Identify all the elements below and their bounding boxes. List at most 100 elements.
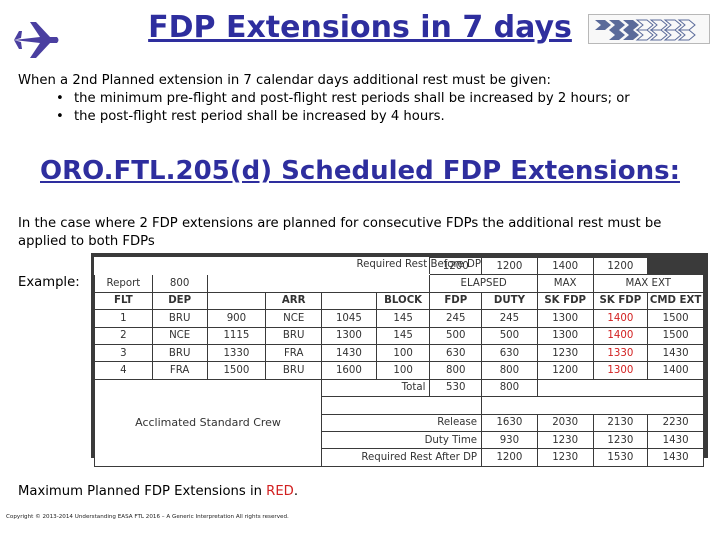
table-cell: 900 [206, 309, 267, 328]
table-cell: 1230 [536, 343, 594, 363]
table-cell: 1300 [536, 326, 594, 345]
table-cell: 1 [94, 309, 153, 328]
table-cell-extension: 1400 [592, 309, 649, 328]
table-cell: 1430 [321, 343, 377, 363]
table-header-row: FLT DEP ARR BLOCK FDP DUTY SK FDP SK FDP… [94, 291, 704, 311]
table-cell: 800 [481, 378, 538, 398]
table-cell: 1115 [206, 326, 267, 345]
table-cell: Duty Time [321, 430, 483, 450]
section-heading: ORO.FTL.205(d) Scheduled FDP Extensions: [40, 156, 680, 186]
example-label: Example: [18, 275, 80, 290]
table-row: Acclimated Standard Crew Total 530 800 [93, 378, 705, 467]
table-row: Duty Time 930 1230 1230 1430 [95, 430, 704, 450]
table-cell: 1230 [536, 430, 594, 450]
table-cell: 1230 [592, 430, 649, 450]
table-cell: 2 [94, 326, 153, 345]
table-cell: 1430 [647, 430, 704, 450]
table-cell: FRA [265, 343, 323, 363]
table-cell: MAX [536, 274, 594, 293]
table-cell: 2030 [536, 413, 594, 432]
table-cell: 630 [429, 343, 483, 363]
footer-note-text: Maximum Planned FDP Extensions in [18, 484, 267, 499]
table-cell: 1045 [321, 309, 377, 328]
bullet-item: the post-flight rest period shall be inc… [74, 108, 708, 126]
table-cell-extension: 1300 [592, 361, 649, 380]
table-cell: 100 [375, 343, 431, 363]
column-header: BLOCK [375, 291, 431, 311]
page-title: FDP Extensions in 7 days [148, 10, 572, 45]
copyright-text: Copyright © 2013-2014 Understanding EASA… [6, 514, 289, 520]
table-row: 1 BRU 900 NCE 1045 145 245 245 1300 1400… [94, 309, 704, 328]
table-cell: NCE [265, 309, 323, 328]
column-header: DUTY [481, 291, 538, 311]
intro-bullets: the minimum pre-flight and post-flight r… [18, 90, 708, 126]
table-cell: Total [321, 378, 431, 398]
table-cell: Report [94, 274, 153, 293]
table-cell: 1500 [206, 361, 267, 380]
table-cell: BRU [265, 326, 323, 345]
table-cell: 1430 [647, 448, 704, 467]
table-cell: 1230 [536, 448, 594, 467]
table-cell: Release [321, 413, 483, 432]
table-cell: 2130 [592, 413, 649, 432]
table-cell: 1530 [592, 448, 649, 467]
table-cell: 930 [481, 430, 538, 450]
footer-note-red: RED [266, 484, 294, 499]
table-cell: BRU [151, 343, 208, 363]
table-cell: 1400 [647, 361, 704, 380]
table-row: 3 BRU 1330 FRA 1430 100 630 630 1230 133… [94, 343, 704, 363]
table-cell: 245 [481, 309, 538, 328]
body-paragraph: In the case where 2 FDP extensions are p… [18, 216, 662, 249]
required-before-label: Required Rest Before DP [356, 259, 481, 270]
table-row: 2 NCE 1115 BRU 1300 145 500 500 1300 140… [94, 326, 704, 345]
table-row: 4 FRA 1500 BRU 1600 100 800 800 1200 130… [94, 361, 704, 380]
crew-caption: Acclimated Standard Crew [93, 378, 323, 467]
bullet-item: the minimum pre-flight and post-flight r… [74, 90, 708, 108]
table-cell: 800 [481, 361, 538, 380]
column-header: FLT [94, 291, 153, 311]
table-cell: BRU [265, 361, 323, 380]
chevron-arrows-logo [588, 14, 710, 44]
intro-section: When a 2nd Planned extension in 7 calend… [18, 72, 708, 126]
table-cell: 1300 [321, 326, 377, 345]
table-cell: 1400 [536, 256, 594, 276]
table-cell: 630 [481, 343, 538, 363]
column-header [206, 291, 267, 311]
table-cell: Required Rest After DP [321, 448, 483, 467]
table-cell: 1200 [592, 256, 649, 276]
column-header: CMD EXT [647, 291, 704, 311]
table-cell: 1500 [647, 326, 704, 345]
table-cell: MAX EXT [592, 274, 705, 293]
table-cell: 4 [94, 361, 153, 380]
column-header: SK FDP [592, 291, 649, 311]
table-cell: ELAPSED [429, 274, 538, 293]
table-cell: 800 [429, 361, 483, 380]
table-cell: BRU [151, 309, 208, 328]
table-cell-extension: 1330 [592, 343, 649, 363]
table-row: Required Rest Before DP 1200 1200 1400 1… [93, 256, 704, 276]
footer-note: Maximum Planned FDP Extensions in RED. [18, 484, 298, 499]
table-cell: FRA [151, 361, 208, 380]
table-cell: 245 [429, 309, 483, 328]
table-cell-extension: 1400 [592, 326, 649, 345]
column-header: DEP [151, 291, 208, 311]
table-cell: 3 [94, 343, 153, 363]
table-cell: 2230 [647, 413, 704, 432]
table-cell: 1630 [481, 413, 538, 432]
table-cell: 500 [481, 326, 538, 345]
column-header: SK FDP [536, 291, 594, 311]
fdp-table: Required Rest Before DP 1200 1200 1400 1… [93, 256, 705, 467]
table-cell: 530 [429, 378, 483, 398]
footer-note-suffix: . [293, 484, 299, 499]
intro-text: When a 2nd Planned extension in 7 calend… [18, 73, 551, 88]
table-row: Report 800 ELAPSED MAX MAX EXT [94, 274, 705, 293]
table-cell: 100 [375, 361, 431, 380]
table-cell: 500 [429, 326, 483, 345]
table-row: Required Rest After DP 1200 1230 1530 14… [95, 448, 704, 467]
table-cell: 1200 [481, 448, 538, 467]
column-header: ARR [265, 291, 323, 311]
table-cell: 145 [375, 309, 431, 328]
table-cell: 1600 [321, 361, 377, 380]
table-cell: 1200 [536, 361, 594, 380]
column-header [321, 291, 377, 311]
